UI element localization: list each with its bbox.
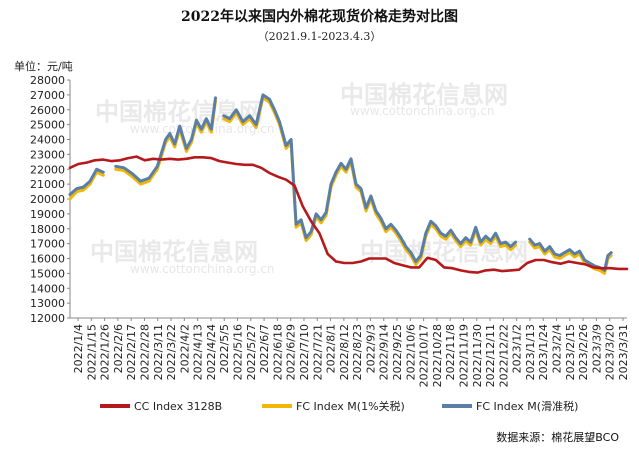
y-tick-label: 14000 xyxy=(30,282,65,295)
legend-label: FC Index M(滑准税) xyxy=(476,399,578,413)
x-tick-label: 2022/4/13 xyxy=(192,324,205,380)
y-tick-label: 16000 xyxy=(30,253,65,266)
x-tick-label: 2022/9/3 xyxy=(364,324,377,373)
y-tick-label: 17000 xyxy=(30,238,65,251)
x-tick-label: 2023/3/31 xyxy=(617,324,630,380)
x-tick-label: 2022/12/11 xyxy=(484,324,497,387)
x-tick-label: 2022/2/6 xyxy=(112,324,125,373)
series-line-cc-index xyxy=(68,155,629,274)
watermark-text: 中国棉花信息网 xyxy=(340,81,508,109)
x-tick-label: 2022/9/25 xyxy=(391,324,404,380)
x-tick-label: 2022/11/30 xyxy=(471,324,484,387)
x-tick-label: 2022/4/2 xyxy=(178,324,191,373)
watermark-url: www.cottonchina.org.cn xyxy=(130,262,275,276)
legend-label: CC Index 3128B xyxy=(134,400,222,413)
chart-subtitle: （2021.9.1-2023.4.3） xyxy=(257,30,382,43)
watermark-text: 中国棉花信息网 xyxy=(90,238,258,266)
chart-title: 2022年以来国内外棉花现货价格走势对比图 xyxy=(181,9,458,25)
x-tick-label: 2023/1/2 xyxy=(511,324,524,373)
x-tick-label: 2022/2/17 xyxy=(125,324,138,380)
x-tick-label: 2022/6/18 xyxy=(271,324,284,380)
x-tick-label: 2023/2/4 xyxy=(551,324,564,373)
y-tick-label: 26000 xyxy=(30,104,65,117)
y-tick-label: 28000 xyxy=(30,74,65,87)
x-tick-label: 2022/6/29 xyxy=(285,324,298,380)
x-tick-label: 2023/1/13 xyxy=(524,324,537,380)
x-tick-label: 2022/8/23 xyxy=(351,324,364,380)
x-tick-label: 2022/6/7 xyxy=(258,324,271,373)
x-tick-label: 2023/3/9 xyxy=(590,324,603,373)
x-tick-label: 2022/9/14 xyxy=(378,324,391,380)
x-tick-label: 2022/2/28 xyxy=(138,324,151,380)
y-tick-label: 25000 xyxy=(30,119,65,132)
x-tick-label: 2022/3/22 xyxy=(165,324,178,380)
x-tick-label: 2022/5/16 xyxy=(232,324,245,380)
y-tick-label: 19000 xyxy=(30,208,65,221)
x-tick-label: 2022/11/8 xyxy=(444,324,457,380)
y-tick-label: 18000 xyxy=(30,223,65,236)
x-tick-label: 2022/1/4 xyxy=(72,324,85,373)
x-tick-label: 2022/1/15 xyxy=(85,324,98,380)
x-tick-label: 2023/2/26 xyxy=(577,324,590,380)
y-tick-label: 27000 xyxy=(30,89,65,102)
x-tick-label: 2022/12/22 xyxy=(497,324,510,387)
y-tick-label: 23000 xyxy=(30,148,65,161)
series-line-fc-index-tariff xyxy=(68,96,613,275)
x-tick-label: 2022/7/10 xyxy=(298,324,311,380)
y-tick-label: 21000 xyxy=(30,178,65,191)
legend-label: FC Index M(1%关税) xyxy=(296,399,405,413)
x-tick-label: 2022/3/11 xyxy=(152,324,165,380)
x-tick-label: 2023/1/24 xyxy=(537,324,550,380)
x-tick-label: 2023/2/15 xyxy=(564,324,577,380)
y-tick-label: 15000 xyxy=(30,267,65,280)
x-tick-label: 2022/5/27 xyxy=(245,324,258,380)
y-tick-label: 20000 xyxy=(30,193,65,206)
x-tick-label: 2022/10/6 xyxy=(404,324,417,380)
x-tick-label: 2022/11/19 xyxy=(457,324,470,387)
x-tick-label: 2022/8/12 xyxy=(338,324,351,380)
x-tick-label: 2022/1/26 xyxy=(99,324,112,380)
y-tick-label: 12000 xyxy=(30,312,65,325)
x-tick-label: 2022/4/24 xyxy=(205,324,218,380)
x-tick-label: 2022/8/1 xyxy=(325,324,338,373)
y-tick-label: 22000 xyxy=(30,163,65,176)
x-tick-label: 2022/10/17 xyxy=(418,324,431,387)
x-tick-label: 2022/10/28 xyxy=(431,324,444,387)
y-tick-label: 24000 xyxy=(30,134,65,147)
watermark-url: www.cottonchina.org.cn xyxy=(350,104,495,118)
x-tick-label: 2023/3/20 xyxy=(604,324,617,380)
x-tick-label: 2022/5/5 xyxy=(218,324,231,373)
y-tick-label: 13000 xyxy=(30,297,65,310)
x-tick-label: 2022/7/21 xyxy=(311,324,324,380)
series-line-fc-index-sliding xyxy=(68,93,613,272)
y-axis-unit-label: 单位：元/吨 xyxy=(14,60,73,73)
data-source-note: 数据来源：棉花展望BCO xyxy=(496,431,619,444)
